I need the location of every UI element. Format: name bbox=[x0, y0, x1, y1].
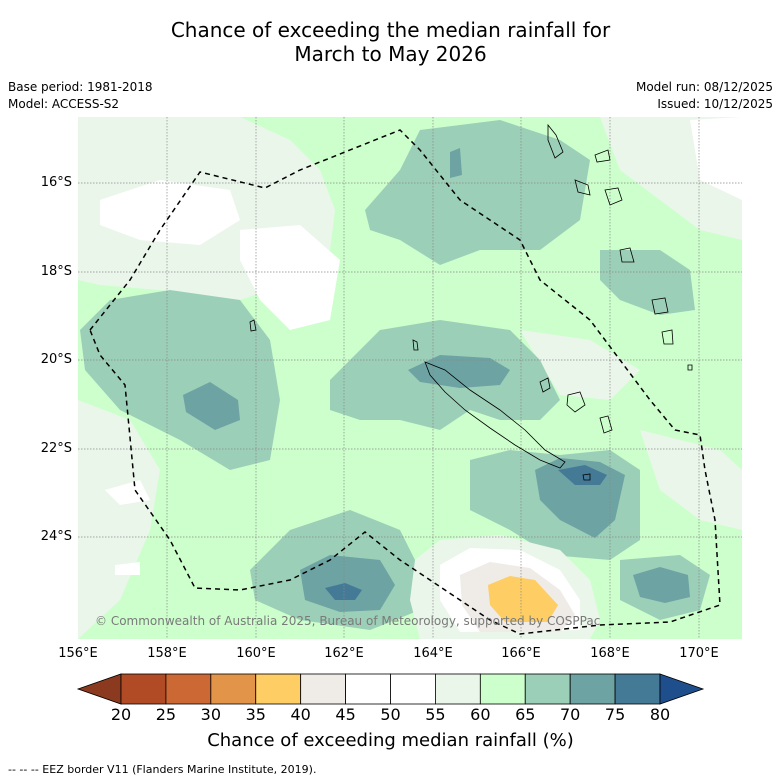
colorbar-cell bbox=[165, 673, 212, 705]
colorbar-title: Chance of exceeding median rainfall (%) bbox=[207, 730, 574, 751]
colorbar-tick-label: 75 bbox=[604, 705, 626, 724]
eez-border bbox=[89, 129, 721, 635]
rainfall-probability-fill bbox=[78, 117, 742, 639]
colorbar-tick-label: 55 bbox=[425, 705, 446, 724]
lat-label: 22°S bbox=[40, 441, 72, 456]
colorbar-cell bbox=[210, 673, 257, 705]
meta-left: Base period: 1981-2018 Model: ACCESS-S2 bbox=[8, 79, 153, 113]
colorbar-cell bbox=[614, 673, 661, 705]
copyright-notice: © Commonwealth of Australia 2025, Bureau… bbox=[95, 614, 601, 628]
colorbar-tick-label: 20 bbox=[110, 705, 132, 724]
issued-date: Issued: 10/12/2025 bbox=[657, 97, 773, 111]
colorbar-tick-label: 70 bbox=[559, 705, 581, 724]
colorbar-tick-label: 40 bbox=[290, 705, 311, 724]
map-title: Chance of exceeding the median rainfall … bbox=[0, 18, 781, 66]
colorbar-cell bbox=[120, 673, 167, 705]
colorbar-tick-label: 35 bbox=[245, 705, 266, 724]
colorbar-lower-arrow bbox=[76, 673, 122, 705]
base-period: Base period: 1981-2018 bbox=[8, 80, 153, 94]
colorbar-cell bbox=[435, 673, 481, 705]
colorbar-tick-label: 25 bbox=[155, 705, 177, 724]
colorbar-cell bbox=[524, 673, 571, 705]
meta-right: Model run: 08/12/2025 Issued: 10/12/2025 bbox=[636, 79, 773, 113]
eez-footnote: -- -- -- EEZ border V11 (Flanders Marine… bbox=[8, 763, 317, 776]
colorbar-tick-label: 80 bbox=[649, 705, 671, 724]
lat-label: 16°S bbox=[40, 175, 72, 190]
lon-label: 158°E bbox=[147, 646, 187, 661]
colorbar-cell bbox=[300, 673, 346, 705]
colorbar-cell bbox=[390, 673, 436, 705]
colorbar-cell bbox=[569, 673, 616, 705]
colorbar-tick-label: 65 bbox=[515, 705, 536, 724]
model-name: Model: ACCESS-S2 bbox=[8, 97, 120, 111]
colorbar-cell bbox=[479, 673, 526, 705]
colorbar-tick-label: 50 bbox=[380, 705, 401, 724]
loyalty-islands-outline bbox=[539, 377, 613, 434]
colorbar-cell bbox=[255, 673, 302, 705]
title-line-2: March to May 2026 bbox=[294, 42, 487, 66]
colorbar-upper-arrow bbox=[659, 673, 705, 705]
small-islands-outline bbox=[249, 319, 591, 481]
title-line-1: Chance of exceeding the median rainfall … bbox=[170, 18, 611, 42]
lat-label: 20°S bbox=[40, 352, 72, 367]
lon-label: 170°E bbox=[679, 646, 719, 661]
colorbar-cell bbox=[345, 673, 391, 705]
lon-label: 168°E bbox=[590, 646, 630, 661]
colorbar-tick-label: 60 bbox=[470, 705, 491, 724]
lat-label: 18°S bbox=[40, 264, 72, 279]
vanuatu-islands-outline bbox=[547, 123, 693, 371]
lon-label: 156°E bbox=[58, 646, 98, 661]
colorbar-tick-label: 30 bbox=[200, 705, 221, 724]
lon-label: 166°E bbox=[501, 646, 541, 661]
lon-label: 164°E bbox=[413, 646, 453, 661]
new-caledonia-outline bbox=[424, 361, 566, 469]
lon-label: 162°E bbox=[324, 646, 364, 661]
lon-label: 160°E bbox=[236, 646, 276, 661]
lat-label: 24°S bbox=[40, 529, 72, 544]
colorbar-tick-label: 45 bbox=[335, 705, 356, 724]
colorbar bbox=[76, 673, 705, 705]
model-run: Model run: 08/12/2025 bbox=[635, 80, 773, 94]
